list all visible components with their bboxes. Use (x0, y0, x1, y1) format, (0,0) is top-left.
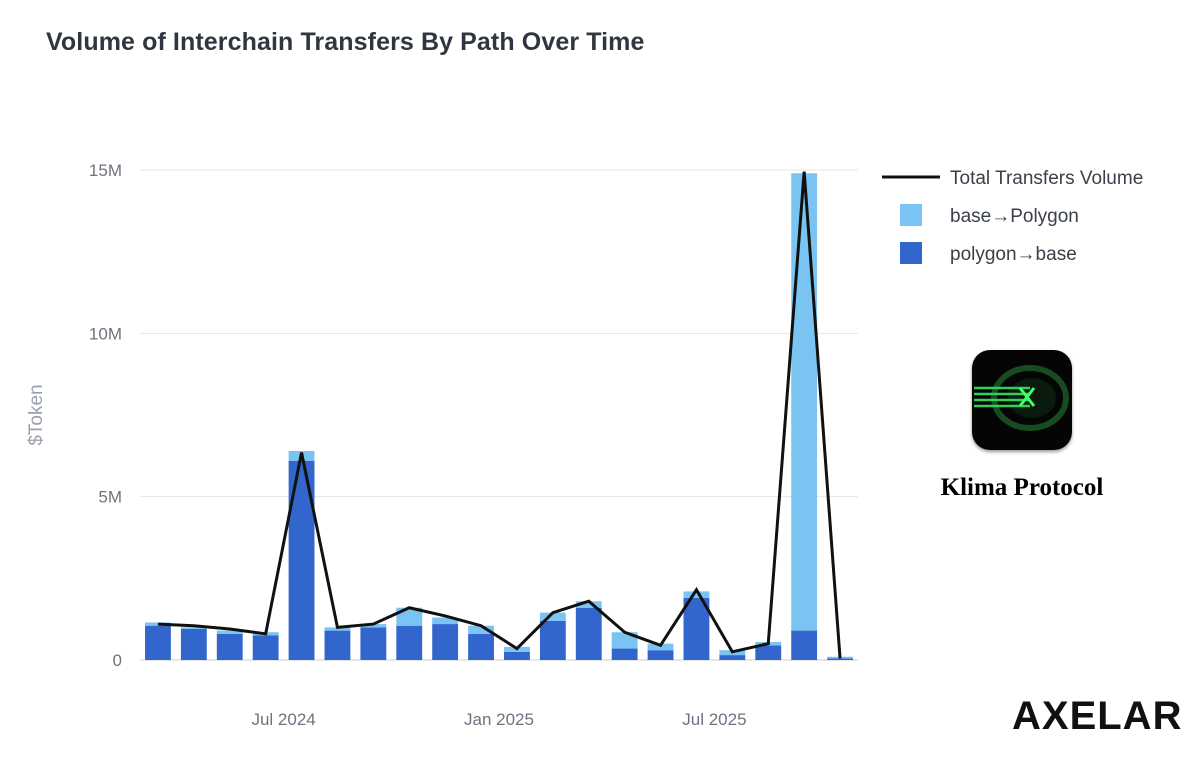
bar-polygon-to-base (683, 597, 710, 660)
bar-polygon-to-base (180, 628, 207, 660)
bar-polygon-to-base (468, 633, 494, 660)
y-tick-label: 5M (98, 488, 122, 507)
bar-polygon-to-base (719, 655, 746, 660)
bar-base-to-polygon (180, 627, 207, 629)
bars (145, 173, 853, 660)
bar-base-to-polygon (575, 601, 602, 608)
bar-polygon-to-base (360, 627, 387, 660)
y-tick-label: 0 (113, 651, 122, 670)
legend-label: polygon→base (950, 244, 1077, 265)
bar-polygon-to-base (791, 630, 818, 660)
legend-label: base→Polygon (950, 206, 1079, 227)
bar-base-to-polygon (683, 591, 710, 598)
legend-box-swatch (900, 242, 922, 264)
bar-base-to-polygon (647, 643, 674, 651)
legend-label: Total Transfers Volume (950, 168, 1143, 189)
y-tick-label: 15M (89, 161, 122, 180)
bar-polygon-to-base (647, 650, 674, 660)
grid-lines (140, 169, 858, 661)
bar-polygon-to-base (252, 635, 279, 660)
bar-base-to-polygon (432, 617, 459, 625)
bar-polygon-to-base (755, 645, 782, 660)
chart-title: Volume of Interchain Transfers By Path O… (46, 28, 645, 56)
bar-polygon-to-base (396, 625, 423, 660)
total-line (157, 171, 842, 659)
total-transfers-line (157, 171, 842, 659)
x-tick-label: Jan 2025 (464, 710, 534, 729)
x-tick-label: Jul 2025 (682, 710, 746, 729)
bar-polygon-to-base (145, 625, 171, 660)
legend-box-swatch (900, 204, 922, 226)
bar-base-to-polygon (360, 624, 387, 628)
bar-polygon-to-base (504, 651, 530, 660)
y-axis-label: $Token (26, 384, 47, 445)
bar-base-to-polygon (324, 627, 351, 631)
bar-base-to-polygon (468, 625, 494, 634)
y-axis-ticks: 0 5M 10M 15M (89, 161, 122, 670)
bar-base-to-polygon (611, 632, 638, 649)
project-name: Klima Protocol (940, 474, 1104, 501)
bar-base-to-polygon (791, 173, 818, 631)
y-tick-label: 10M (89, 324, 122, 343)
bar-polygon-to-base (539, 620, 566, 660)
bar-base-to-polygon (216, 630, 243, 634)
bar-polygon-to-base (324, 630, 351, 660)
axelar-logo: AXELAR (1012, 694, 1183, 738)
bar-base-to-polygon (539, 612, 566, 621)
bar-polygon-to-base (575, 607, 602, 660)
x-tick-label: Jul 2024 (251, 710, 315, 729)
bar-polygon-to-base (216, 633, 243, 660)
x-axis-ticks: Jul 2024 Jan 2025 Jul 2025 (251, 710, 746, 729)
legend: Total Transfers Volume base→Polygon polygo… (882, 168, 1143, 265)
bar-polygon-to-base (611, 648, 638, 660)
bar-polygon-to-base (432, 624, 459, 660)
bar-polygon-to-base (827, 658, 853, 660)
klima-logo-icon (972, 350, 1072, 450)
